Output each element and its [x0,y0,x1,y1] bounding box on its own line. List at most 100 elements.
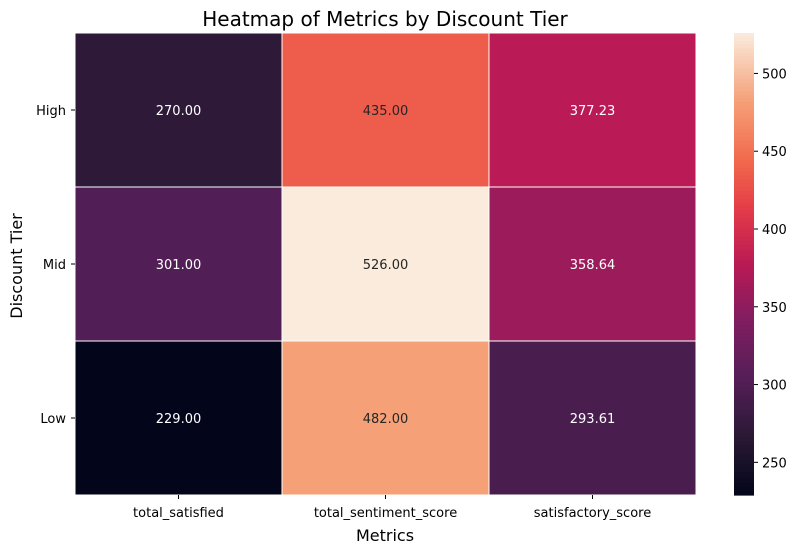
colorbar-segment [734,156,754,161]
heatmap-cell [281,340,490,496]
colorbar-segment [734,225,754,230]
colorbar-segment [734,460,754,465]
colorbar-segment [734,233,754,238]
colorbar-segment [734,325,754,331]
colorbar-segment [734,33,754,38]
colorbar-segment [734,444,754,450]
heatmap-cells: 270.00 435.00 377.23 301.00 526.00 358.64 229.… [74,32,697,496]
colorbar-segment [734,483,754,488]
colorbar-segment [734,90,754,96]
colorbar-segment [734,275,754,280]
colorbar-tick-label: 350 [762,301,787,316]
cell-value-label: 358.64 [570,258,616,273]
heatmap-cell [74,32,283,188]
y-axis-ticks: High Mid Low [36,104,75,427]
colorbar-segment [734,229,754,234]
colorbar-segment [734,183,754,188]
cell-value-label: 526.00 [363,258,409,273]
colorbar-segment [734,102,754,107]
colorbar-tick-label: 300 [762,379,787,394]
colorbar-segment [734,48,754,53]
colorbar-segment [734,487,754,492]
colorbar-segment [734,452,754,458]
heatmap-cell [74,186,283,342]
cell-value-label: 377.23 [570,104,616,119]
colorbar-segment [734,86,754,92]
colorbar-segment [734,306,754,311]
y-axis-label: Discount Tier [7,213,26,319]
y-tick-label: Low [40,412,66,427]
heatmap-cell [74,340,283,496]
colorbar-segment [734,44,754,49]
colorbar-segment [734,160,754,165]
colorbar-segment [734,244,754,250]
colorbar-segment [734,252,754,257]
cell-value-label: 293.61 [570,412,616,427]
colorbar-segment [734,329,754,334]
colorbar-segment [734,302,754,307]
colorbar-segment [734,171,754,177]
colorbar-segment [734,471,754,477]
colorbar-segment [734,63,754,69]
colorbar-segment [734,75,754,80]
colorbar-segment [734,83,754,88]
colorbar-tick-label: 400 [762,223,787,238]
colorbar-segment [734,406,754,411]
colorbar-segment [734,437,754,442]
colorbar-segment [734,375,754,381]
chart-title: Heatmap of Metrics by Discount Tier [202,7,568,31]
colorbar-tick-label: 450 [762,145,787,160]
colorbar-segment [734,148,754,153]
colorbar-segment [734,425,754,431]
colorbar-segment [734,414,754,419]
colorbar-segment [734,125,754,130]
heatmap-cell [281,32,490,188]
colorbar-segment [734,264,754,269]
colorbar-segment [734,248,754,254]
colorbar-segment [734,448,754,454]
colorbar-segment [734,344,754,350]
y-tick-label: High [36,104,66,119]
colorbar-segment [734,129,754,134]
colorbar-segment [734,67,754,73]
colorbar-segment [734,283,754,288]
colorbar-segment [734,479,754,485]
colorbar-segment [734,52,754,57]
colorbar-segment [734,333,754,338]
colorbar-segment [734,133,754,138]
cell-value-label: 270.00 [156,104,202,119]
x-axis-label: Metrics [356,526,414,545]
colorbar-segment [734,237,754,242]
colorbar-segment [734,352,754,357]
colorbar-segment [734,40,754,46]
colorbar-segment [734,491,754,496]
colorbar-segment [734,387,754,392]
heatmap-cell [488,32,697,188]
y-tick-label: Mid [43,258,66,273]
colorbar-segment [734,464,754,469]
colorbar-segment [734,418,754,423]
heatmap-cell [281,186,490,342]
colorbar-segment [734,136,754,142]
colorbar-segment [734,98,754,103]
cell-value-label: 301.00 [156,258,202,273]
colorbar-segment [734,391,754,396]
colorbar-segment [734,198,754,203]
colorbar-segment [734,398,754,404]
cell-value-label: 435.00 [363,104,409,119]
colorbar-segment [734,348,754,354]
colorbar-tick-label: 500 [762,67,787,82]
cell-value-label: 229.00 [156,412,202,427]
colorbar: 250 300 350 400 450 500 [734,33,787,496]
colorbar-segment [734,456,754,461]
colorbar-segment [734,175,754,180]
heatmap-cell [488,186,697,342]
colorbar-segment [734,240,754,246]
colorbar-segment [734,271,754,277]
colorbar-segment [734,298,754,304]
colorbar-segment [734,356,754,361]
colorbar-segment [734,256,754,261]
colorbar-segment [734,79,754,84]
colorbar-segment [734,310,754,315]
